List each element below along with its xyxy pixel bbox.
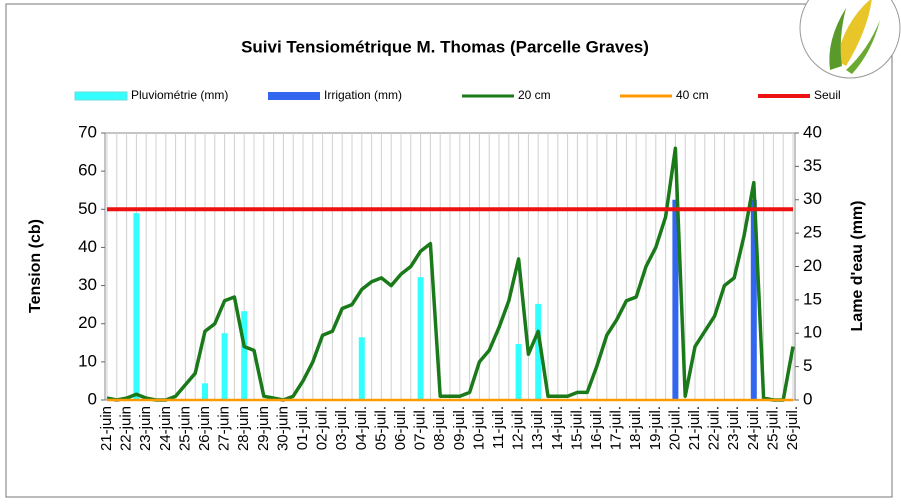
x-tick-label: 01-juil. xyxy=(294,406,311,450)
chart-title: Suivi Tensiométrique M. Thomas (Parcelle… xyxy=(241,37,649,56)
x-tick-label: 20-juil. xyxy=(666,406,683,450)
x-tick-label: 16-juil. xyxy=(588,406,605,450)
bar xyxy=(672,199,679,400)
bar xyxy=(133,213,140,400)
x-tick-label: 05-juil. xyxy=(372,406,389,450)
x-tick-label: 06-juil. xyxy=(392,406,409,450)
x-tick-label: 18-juil. xyxy=(627,406,644,450)
legend-label: 40 cm xyxy=(676,88,709,102)
x-tick-label: 12-juil. xyxy=(510,406,527,450)
bar xyxy=(417,277,424,400)
x-tick-label: 24-juin xyxy=(157,406,174,451)
x-tick-label: 25-juil. xyxy=(764,406,781,450)
x-tick-label: 17-juil. xyxy=(608,406,625,450)
y2-tick-label: 20 xyxy=(803,256,822,275)
x-tick-label: 19-juil. xyxy=(647,406,664,450)
x-tick-label: 26-juil. xyxy=(784,406,801,450)
x-tick-label: 23-juin xyxy=(137,406,154,451)
bar xyxy=(358,337,365,400)
y-tick-label: 70 xyxy=(78,122,97,141)
x-tick-label: 04-juil. xyxy=(353,406,370,450)
bar xyxy=(202,383,208,400)
x-tick-label: 29-juin xyxy=(255,406,272,451)
y-tick-label: 10 xyxy=(78,351,97,370)
x-tick-label: 10-juil. xyxy=(470,406,487,450)
bar xyxy=(241,311,248,400)
y2-tick-label: 0 xyxy=(803,389,812,408)
x-tick-label: 24-juil. xyxy=(745,406,762,450)
legend-swatch xyxy=(268,92,320,100)
y-tick-label: 60 xyxy=(78,161,97,180)
bar xyxy=(535,303,542,400)
y2-tick-label: 40 xyxy=(803,122,822,141)
x-tick-label: 15-juil. xyxy=(568,406,585,450)
y2-tick-label: 10 xyxy=(803,323,822,342)
x-tick-label: 02-juil. xyxy=(314,406,331,450)
x-tick-label: 25-juin xyxy=(176,406,193,451)
x-tick-label: 22-juin xyxy=(118,406,135,451)
y2-tick-label: 25 xyxy=(803,223,822,242)
x-tick-label: 07-juil. xyxy=(412,406,429,450)
bar xyxy=(750,199,757,400)
bar xyxy=(221,333,228,400)
y-tick-label: 50 xyxy=(78,199,97,218)
y2-axis-title: Lame d'eau (mm) xyxy=(849,201,866,332)
x-tick-label: 27-juin xyxy=(216,406,233,451)
y-tick-label: 30 xyxy=(78,275,97,294)
legend-label: Irrigation (mm) xyxy=(324,88,402,102)
x-tick-label: 11-juil. xyxy=(490,406,507,449)
y-tick-label: 40 xyxy=(78,237,97,256)
legend-label: Seuil xyxy=(814,88,841,102)
x-tick-label: 08-juil. xyxy=(431,406,448,450)
legend-label: 20 cm xyxy=(518,88,551,102)
y2-tick-label: 35 xyxy=(803,156,822,175)
legend-swatch xyxy=(74,91,128,101)
x-tick-label: 30-juin xyxy=(274,406,291,451)
x-tick-label: 21-juil. xyxy=(686,406,703,450)
x-tick-label: 09-juil. xyxy=(451,406,468,450)
y-axis-title: Tension (cb) xyxy=(27,219,44,313)
x-tick-label: 28-juin xyxy=(235,406,252,451)
x-tick-label: 03-juil. xyxy=(333,406,350,450)
y-tick-label: 0 xyxy=(88,389,97,408)
line xyxy=(106,146,795,402)
x-tick-label: 14-juil. xyxy=(549,406,566,450)
corn-image xyxy=(799,0,901,79)
x-tick-label: 26-juin xyxy=(196,406,213,451)
x-tick-label: 21-juin xyxy=(98,406,115,451)
x-tick-label: 13-juil. xyxy=(529,406,546,450)
x-tick-label: 22-juil. xyxy=(706,406,723,450)
y-tick-label: 20 xyxy=(78,313,97,332)
y2-tick-label: 5 xyxy=(803,356,812,375)
legend-label: Pluviométrie (mm) xyxy=(131,88,228,102)
y2-tick-label: 30 xyxy=(803,189,822,208)
x-tick-label: 23-juil. xyxy=(725,406,742,450)
y2-tick-label: 15 xyxy=(803,289,822,308)
bar xyxy=(515,343,522,400)
